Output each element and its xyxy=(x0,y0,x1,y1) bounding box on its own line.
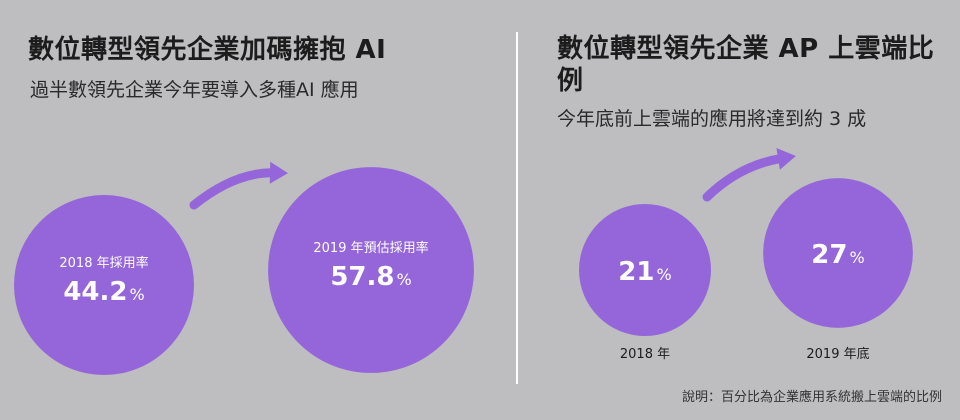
bubble-value-label-0-1: 57.8% xyxy=(330,262,411,292)
panel-divider xyxy=(516,32,518,384)
bubble-1-0 xyxy=(579,204,711,336)
trend-arrow-0 xyxy=(189,168,279,210)
bubble-category-label-0-1: 2019 年預估採用率 xyxy=(313,240,428,256)
bubble-category-label-0-0: 2018 年採用率 xyxy=(59,255,148,271)
bubble-0-0 xyxy=(14,195,194,375)
bubble-category-label-1-1: 2019 年底 xyxy=(806,346,869,362)
cloud-ratio-panel: 數位轉型領先企業 AP 上雲端比例 今年底前上雲端的應用將達到約 3 成 xyxy=(520,0,960,420)
trend-arrow-head-0 xyxy=(269,161,288,184)
bubble-value-label-1-1: 27% xyxy=(811,240,864,270)
bubble-value-label-0-0: 44.2% xyxy=(63,277,144,307)
bubble-1-1 xyxy=(763,178,913,328)
trend-arrow-1 xyxy=(702,153,787,202)
footnote: 說明：百分比為企業應用系統搬上雲端的比例 xyxy=(681,390,942,405)
bubble-category-label-1-0: 2018 年 xyxy=(620,347,670,362)
ai-chart-subtitle: 過半數領先企業今年要導入多種AI 應用 xyxy=(30,79,359,101)
bubble-value-label-1-0: 21% xyxy=(618,257,671,287)
cloud-chart-subtitle: 今年底前上雲端的應用將達到約 3 成 xyxy=(557,108,867,130)
trend-arrow-head-1 xyxy=(776,148,796,170)
cloud-chart-title: 數位轉型領先企業 AP 上雲端比例 xyxy=(557,34,935,96)
bubble-0-1 xyxy=(268,167,474,373)
ai-chart-title: 數位轉型領先企業加碼擁抱 AI xyxy=(28,35,387,65)
ai-adoption-panel: 數位轉型領先企業加碼擁抱 AI 過半數領先企業今年要導入多種AI 應用 xyxy=(28,35,387,101)
